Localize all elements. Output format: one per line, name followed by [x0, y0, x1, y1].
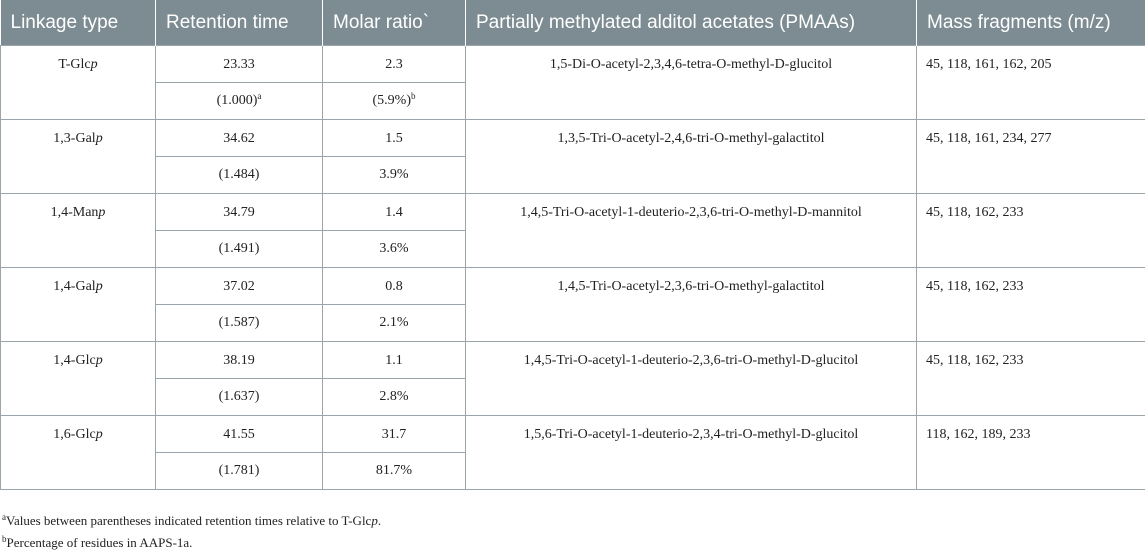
- table-row: 1,4-Manp 34.79 1.4 1,4,5-Tri-O-acetyl-1-deu…: [0, 193, 1145, 268]
- percentage-cell: 3.9%: [322, 156, 466, 194]
- relative-retention-cell: (1.484): [155, 156, 323, 194]
- relative-retention-footnote-mark: a: [257, 91, 262, 101]
- linkage-label: T-Glc: [58, 57, 91, 72]
- table-subrow: (1.587) 2.1%: [1, 304, 1145, 342]
- linkage-cell: 1,6-Glcp: [0, 415, 156, 490]
- footnote-b: bPercentage of residues in AAPS-1a.: [2, 535, 192, 551]
- header-retention-time: Retention time: [155, 0, 323, 46]
- retention-time-cell: 38.19: [155, 341, 323, 379]
- percentage-value: 2.8%: [379, 389, 409, 404]
- header-molar-ratio: Molar ratio`: [322, 0, 466, 46]
- linkage-suffix: p: [95, 131, 103, 146]
- linkage-suffix: p: [95, 353, 103, 368]
- mass-fragments-cell: 45, 118, 162, 233: [916, 193, 1145, 268]
- linkage-suffix: p: [95, 279, 103, 294]
- table-row: 1,4-Glcp 38.19 1.1 1,4,5-Tri-O-acetyl-1-deu…: [0, 341, 1145, 416]
- footnote-a-text: Values between parentheses indicated ret…: [6, 513, 372, 528]
- pmaa-cell: 1,3,5-Tri-O-acetyl-2,4,6-tri-O-methyl-ga…: [465, 119, 917, 194]
- percentage-cell: 81.7%: [322, 452, 466, 490]
- retention-time-cell: 34.62: [155, 119, 323, 157]
- table-row: 1,3-Galp 34.62 1.5 1,3,5-Tri-O-acetyl-2,4,6…: [0, 119, 1145, 194]
- linkage-cell: T-Glcp: [0, 45, 156, 120]
- retention-time-cell: 41.55: [155, 415, 323, 453]
- table-row: 1,4-Galp 37.02 0.8 1,4,5-Tri-O-acetyl-2,3,6…: [0, 267, 1145, 342]
- molar-ratio-cell: 1.4: [322, 193, 466, 231]
- molar-ratio-cell: 31.7: [322, 415, 466, 453]
- header-mass-fragments: Mass fragments (m/z): [916, 0, 1145, 46]
- table-subrow: (1.000)a (5.9%)b: [1, 82, 1145, 120]
- linkage-cell: 1,4-Glcp: [0, 341, 156, 416]
- percentage-value: 3.9%: [379, 167, 409, 182]
- molar-ratio-cell: 1.1: [322, 341, 466, 379]
- percentage-value: (5.9%): [372, 93, 412, 108]
- table-subrow: (1.781) 81.7%: [1, 452, 1145, 490]
- table-row: 1,6-Glcp 41.55 31.7 1,5,6-Tri-O-acetyl-1-de…: [0, 415, 1145, 490]
- percentage-cell: 2.8%: [322, 378, 466, 416]
- pmaa-cell: 1,5,6-Tri-O-acetyl-1-deuterio-2,3,4-tri-…: [465, 415, 917, 490]
- molar-ratio-cell: 0.8: [322, 267, 466, 305]
- linkage-suffix: p: [98, 205, 106, 220]
- linkage-label: 1,4-Gal: [53, 279, 96, 294]
- pmaa-cell: 1,5-Di-O-acetyl-2,3,4,6-tetra-O-methyl-D…: [465, 45, 917, 120]
- retention-time-cell: 37.02: [155, 267, 323, 305]
- pmaa-cell: 1,4,5-Tri-O-acetyl-2,3,6-tri-O-methyl-ga…: [465, 267, 917, 342]
- header-row: Linkage type Retention time Molar ratio`…: [0, 0, 1145, 46]
- footnote-a-end: .: [377, 513, 382, 528]
- footnote-b-text: Percentage of residues in AAPS-1a.: [6, 535, 193, 550]
- footnote-a: aValues between parentheses indicated re…: [2, 513, 381, 529]
- mass-fragments-cell: 45, 118, 161, 162, 205: [916, 45, 1145, 120]
- relative-retention-value: (1.781): [218, 463, 260, 478]
- linkage-label: 1,4-Glc: [53, 353, 96, 368]
- pmaa-cell: 1,4,5-Tri-O-acetyl-1-deuterio-2,3,6-tri-…: [465, 341, 917, 416]
- relative-retention-cell: (1.491): [155, 230, 323, 268]
- linkage-suffix: p: [90, 57, 98, 72]
- mass-fragments-cell: 45, 118, 162, 233: [916, 341, 1145, 416]
- percentage-value: 81.7%: [375, 463, 413, 478]
- header-linkage-type: Linkage type: [0, 0, 156, 46]
- footnote-a-tail: p: [371, 513, 378, 528]
- percentage-value: 2.1%: [379, 315, 409, 330]
- molar-ratio-cell: 2.3: [322, 45, 466, 83]
- mass-fragments-cell: 45, 118, 162, 233: [916, 267, 1145, 342]
- table-subrow: (1.491) 3.6%: [1, 230, 1145, 268]
- linkage-cell: 1,4-Galp: [0, 267, 156, 342]
- mass-fragments-cell: 45, 118, 161, 234, 277: [916, 119, 1145, 194]
- percentage-cell: 3.6%: [322, 230, 466, 268]
- relative-retention-value: (1.491): [218, 241, 260, 256]
- header-pmaas: Partially methylated alditol acetates (P…: [465, 0, 917, 46]
- relative-retention-cell: (1.587): [155, 304, 323, 342]
- retention-time-cell: 34.79: [155, 193, 323, 231]
- linkage-suffix: p: [95, 427, 103, 442]
- relative-retention-value: (1.587): [218, 315, 260, 330]
- mass-fragments-cell: 118, 162, 189, 233: [916, 415, 1145, 490]
- linkage-label: 1,3-Gal: [53, 131, 96, 146]
- relative-retention-value: (1.637): [218, 389, 260, 404]
- percentage-value: 3.6%: [379, 241, 409, 256]
- linkage-table: Linkage type Retention time Molar ratio`…: [0, 0, 1145, 490]
- relative-retention-value: (1.000): [216, 93, 258, 108]
- table-row: T-Glcp 23.33 2.3 1,5-Di-O-acetyl-2,3,4,6-te…: [0, 45, 1145, 120]
- percentage-cell: (5.9%)b: [322, 82, 466, 120]
- linkage-cell: 1,4-Manp: [0, 193, 156, 268]
- footnote-a-mark: a: [2, 512, 6, 522]
- linkage-cell: 1,3-Galp: [0, 119, 156, 194]
- linkage-label: 1,4-Man: [50, 205, 99, 220]
- molar-ratio-cell: 1.5: [322, 119, 466, 157]
- relative-retention-cell: (1.000)a: [155, 82, 323, 120]
- percentage-cell: 2.1%: [322, 304, 466, 342]
- footnote-b-mark: b: [2, 534, 7, 544]
- relative-retention-cell: (1.781): [155, 452, 323, 490]
- retention-time-cell: 23.33: [155, 45, 323, 83]
- pmaa-cell: 1,4,5-Tri-O-acetyl-1-deuterio-2,3,6-tri-…: [465, 193, 917, 268]
- percentage-footnote-mark: b: [411, 91, 416, 101]
- relative-retention-cell: (1.637): [155, 378, 323, 416]
- linkage-label: 1,6-Glc: [53, 427, 96, 442]
- relative-retention-value: (1.484): [218, 167, 260, 182]
